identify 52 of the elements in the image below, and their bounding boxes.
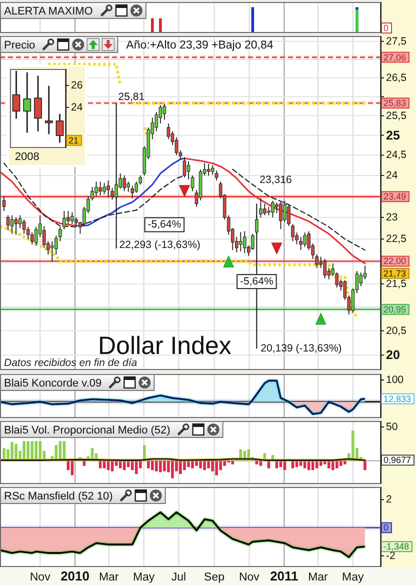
- annotation: 21: [68, 135, 79, 146]
- ref-line-label: 0: [384, 522, 389, 533]
- ref-line-label: 22,00: [384, 256, 406, 266]
- annotation: 20,139 (-13,63%): [260, 342, 342, 354]
- annotation: 0,9677: [384, 455, 412, 466]
- x-tick-label: Nov: [239, 572, 260, 584]
- text: 50: [386, 421, 398, 433]
- y-tick-label: 23: [386, 211, 398, 224]
- annotation: -5,64%: [148, 218, 182, 231]
- annotation: 25,81: [118, 90, 145, 103]
- y-tick-label: 22,5: [386, 233, 407, 246]
- x-tick-label: Nov: [30, 572, 51, 584]
- y-tick-label: 2: [386, 494, 392, 506]
- y-tick-label: 27,5: [386, 35, 407, 48]
- chart-title: Blai5 Vol. Proporcional Medio (52): [4, 424, 170, 436]
- chart-title: RSc Mansfield (52 10): [4, 490, 113, 502]
- y-tick-label: 24: [71, 101, 83, 114]
- ref-line-label: 23,49: [384, 192, 406, 202]
- chart-subtitle: Año:+Alto 23,39 +Bajo 20,84: [126, 40, 274, 52]
- x-tick-label: 2011: [270, 568, 298, 584]
- chart-title: Blai5 Koncorde v.09: [4, 378, 102, 390]
- annotation: 22,293 (-13,63%): [119, 239, 200, 252]
- x-tick-label: Mar: [308, 572, 328, 584]
- y-tick-label: 26,5: [386, 72, 407, 84]
- annotation: -1,348: [384, 542, 410, 552]
- y-tick-label: 26: [71, 79, 83, 92]
- annotation: 21,73: [384, 268, 406, 278]
- x-tick-label: Jul: [171, 572, 186, 584]
- annotation: -5,64%: [240, 276, 274, 288]
- y-axis-title: Precio: [4, 40, 36, 52]
- x-tick-label: May: [342, 572, 364, 584]
- y-tick-label: 24: [386, 169, 398, 182]
- text: 100: [386, 374, 404, 386]
- ref-line-label: 20,95: [384, 304, 406, 314]
- annotation: 12,833: [384, 394, 412, 404]
- y-tick-label: 20: [386, 348, 400, 362]
- annotation: 23,316: [260, 174, 292, 186]
- ref-line-label: 27,06: [384, 52, 406, 62]
- y-tick-label: 25,5: [386, 110, 407, 122]
- text: 0: [384, 23, 389, 33]
- ref-line-label: 25,83: [384, 98, 406, 108]
- chart-title: ALERTA MAXIMO: [4, 6, 94, 18]
- x-tick-label: Sep: [204, 572, 225, 584]
- y-tick-label: 21,5: [386, 278, 407, 290]
- x-tick-label: Mar: [98, 572, 119, 584]
- y-tick-label: 20,5: [386, 324, 407, 337]
- y-tick-label: 25: [386, 128, 400, 142]
- y-tick-label: 24,5: [386, 149, 407, 162]
- x-tick-label: May: [132, 572, 155, 584]
- x-tick-label: 2008: [14, 151, 40, 163]
- annotation: Datos recibidos en fin de día: [4, 357, 138, 369]
- x-tick-label: 2010: [60, 568, 90, 584]
